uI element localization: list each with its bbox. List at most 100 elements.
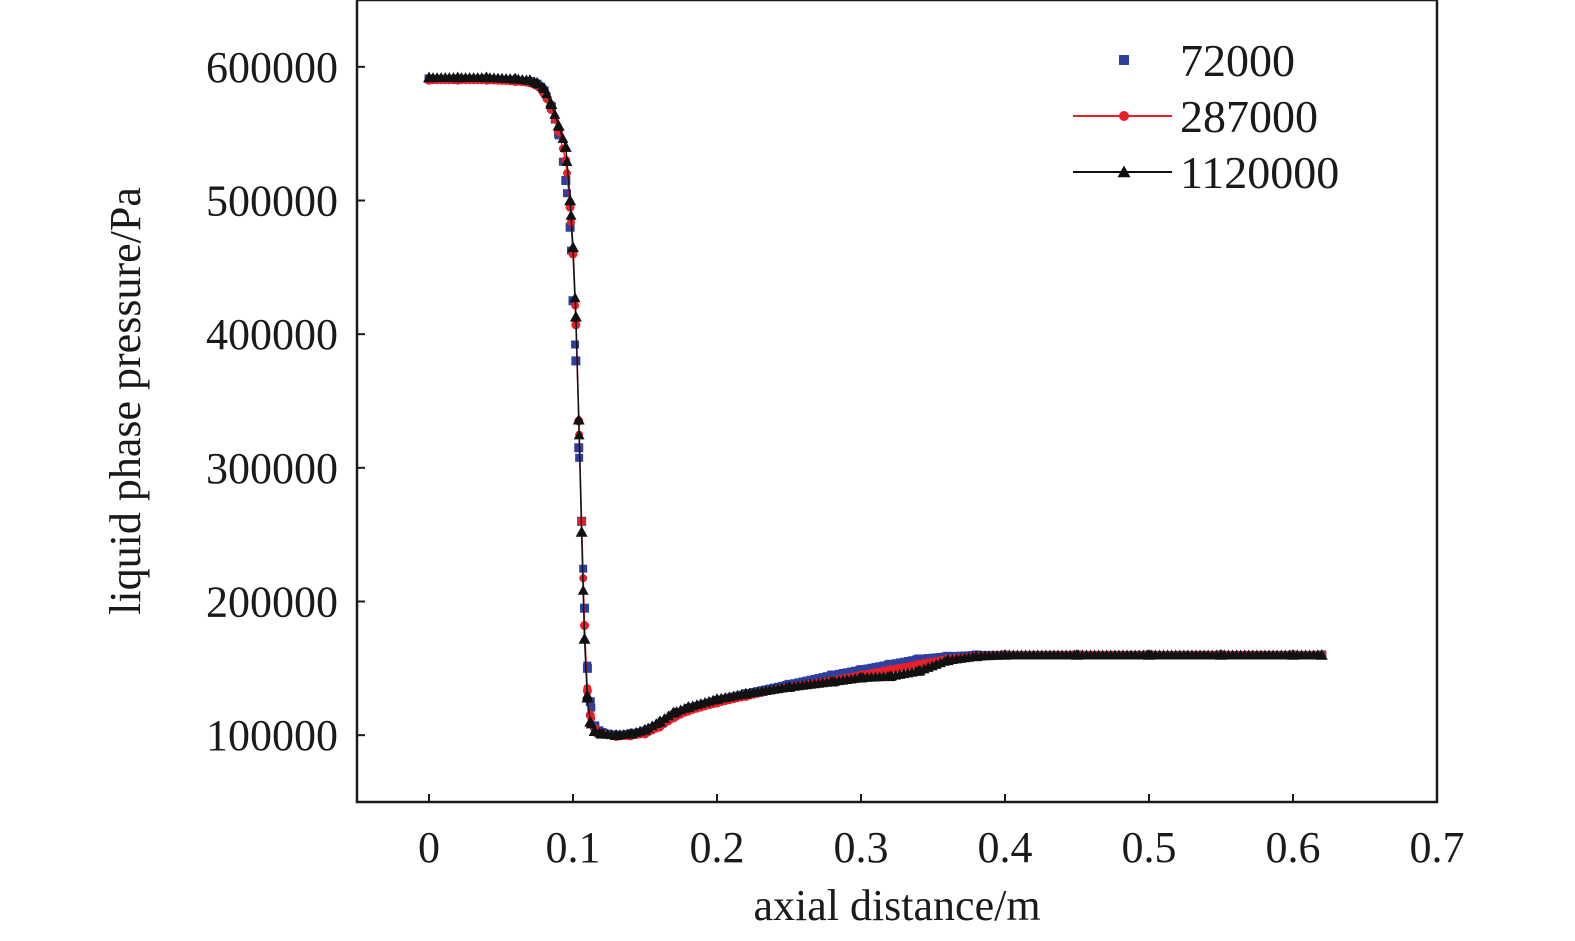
data-point-square bbox=[834, 669, 843, 678]
data-point-triangle bbox=[682, 701, 695, 712]
legend-item-1120000: 1120000 bbox=[1073, 147, 1339, 198]
data-point-square bbox=[928, 653, 937, 662]
data-point-triangle bbox=[739, 687, 752, 699]
data-point-triangle bbox=[595, 727, 608, 739]
x-tick-label: 0.7 bbox=[1410, 823, 1465, 872]
data-point-triangle bbox=[567, 241, 579, 253]
legend-label: 287000 bbox=[1180, 91, 1318, 142]
data-point-square bbox=[924, 654, 933, 663]
data-point-triangle bbox=[912, 665, 925, 676]
data-point-triangle bbox=[451, 71, 464, 83]
data-point-triangle bbox=[564, 194, 577, 206]
legend-item-72000: 72000 bbox=[1119, 35, 1295, 86]
data-point-triangle bbox=[559, 141, 572, 152]
data-point-square bbox=[871, 662, 880, 671]
data-point-triangle bbox=[480, 71, 493, 83]
data-point-triangle bbox=[578, 632, 591, 644]
y-tick-label: 200000 bbox=[206, 578, 338, 627]
data-point-square bbox=[903, 656, 912, 665]
data-point-triangle bbox=[1315, 648, 1328, 660]
data-point-triangle bbox=[1071, 648, 1083, 660]
data-point-square bbox=[899, 657, 908, 666]
x-axis-title: axial distance/m bbox=[753, 881, 1040, 930]
data-point-triangle bbox=[557, 133, 569, 143]
legend-label: 1120000 bbox=[1180, 147, 1339, 198]
y-axis-title: liquid phase pressure/Pa bbox=[101, 187, 150, 615]
data-point-triangle bbox=[970, 650, 983, 662]
data-point-triangle bbox=[826, 675, 839, 687]
series-1120000 bbox=[423, 71, 1328, 740]
data-point-triangle bbox=[565, 209, 577, 220]
data-point-triangle bbox=[531, 76, 543, 88]
data-point-square bbox=[571, 356, 581, 366]
x-axis-ticks: 0 0.1 0.2 0.3 0.4 0.5 0.6 0.7 bbox=[418, 794, 1465, 872]
plot-frame bbox=[355, 0, 1439, 804]
data-point-square bbox=[875, 662, 884, 671]
data-point-triangle bbox=[581, 691, 594, 703]
data-point-triangle bbox=[1117, 165, 1131, 178]
data-point-triangle bbox=[577, 584, 589, 595]
data-point-square bbox=[571, 340, 580, 349]
data-point-triangle bbox=[941, 654, 954, 666]
data-point-square bbox=[565, 222, 575, 232]
data-point-square bbox=[842, 668, 851, 677]
data-point-triangle bbox=[653, 715, 666, 727]
x-tick-label: 0.2 bbox=[690, 823, 745, 872]
data-point-circle bbox=[562, 169, 571, 178]
data-point-square bbox=[818, 673, 827, 682]
data-point-triangle bbox=[999, 648, 1011, 660]
y-axis-ticks: 100000 200000 300000 400000 500000 600000 bbox=[206, 43, 365, 760]
data-point-triangle bbox=[588, 725, 601, 736]
data-point-triangle bbox=[667, 706, 680, 718]
data-point-square bbox=[895, 658, 904, 667]
y-tick-label: 300000 bbox=[206, 444, 338, 493]
data-point-square bbox=[891, 659, 900, 668]
data-point-square bbox=[885, 659, 895, 669]
data-point-square bbox=[867, 663, 876, 672]
data-point-square bbox=[863, 664, 872, 673]
data-point-square bbox=[847, 667, 856, 676]
data-point-square bbox=[587, 703, 596, 712]
data-point-triangle bbox=[783, 681, 795, 692]
data-point-triangle bbox=[1215, 648, 1227, 660]
data-point-square bbox=[879, 661, 888, 670]
data-point-triangle bbox=[523, 74, 536, 85]
data-point-triangle bbox=[569, 292, 581, 303]
y-tick-label: 100000 bbox=[206, 711, 338, 760]
data-point-triangle bbox=[569, 310, 582, 322]
data-point-triangle bbox=[552, 119, 565, 131]
x-tick-label: 0.6 bbox=[1266, 823, 1321, 872]
data-point-triangle bbox=[584, 715, 597, 727]
y-tick-label: 500000 bbox=[206, 177, 338, 226]
legend-item-287000: 287000 bbox=[1073, 91, 1318, 142]
y-tick-label: 600000 bbox=[206, 43, 338, 92]
data-point-square bbox=[1119, 55, 1129, 65]
data-point-circle bbox=[585, 710, 595, 720]
x-tick-label: 0.5 bbox=[1122, 823, 1177, 872]
x-tick-label: 0.1 bbox=[546, 823, 601, 872]
data-point-triangle bbox=[509, 72, 522, 84]
y-tick-label: 400000 bbox=[206, 310, 338, 359]
data-point-triangle bbox=[545, 98, 558, 110]
data-point-triangle bbox=[561, 156, 573, 166]
data-point-triangle bbox=[1143, 648, 1155, 660]
data-point-square bbox=[561, 175, 571, 185]
data-point-square bbox=[856, 665, 866, 675]
data-point-triangle bbox=[855, 671, 867, 683]
data-point-square bbox=[907, 656, 916, 665]
data-point-triangle bbox=[573, 429, 585, 440]
data-point-triangle bbox=[610, 729, 623, 740]
data-point-triangle bbox=[883, 670, 896, 682]
data-point-triangle bbox=[624, 727, 637, 739]
series-layer bbox=[423, 71, 1328, 742]
x-tick-label: 0.4 bbox=[978, 823, 1033, 872]
data-point-triangle bbox=[538, 82, 551, 94]
data-point-circle bbox=[1119, 111, 1129, 121]
data-point-square bbox=[582, 663, 592, 673]
data-point-triangle bbox=[1287, 648, 1299, 660]
legend-label: 72000 bbox=[1180, 35, 1295, 86]
data-point-square bbox=[851, 666, 860, 675]
data-point-triangle bbox=[639, 723, 651, 735]
data-point-triangle bbox=[572, 413, 585, 425]
